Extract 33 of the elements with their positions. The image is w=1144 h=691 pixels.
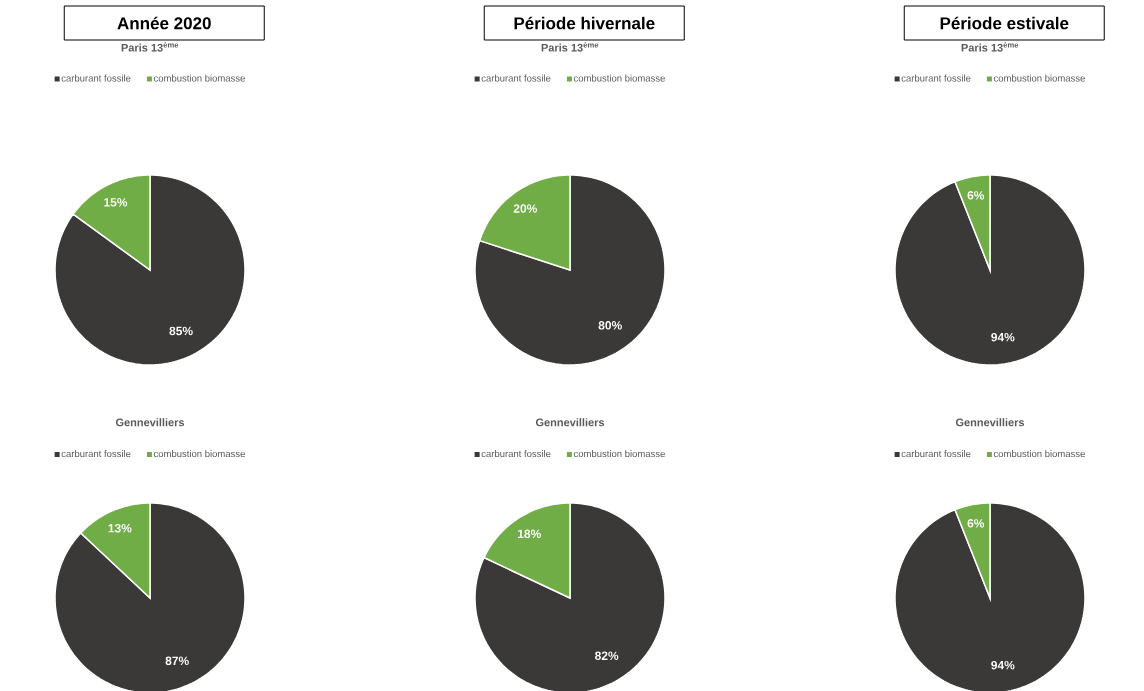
data-label: 6% <box>967 519 985 528</box>
legend-label: combustion biomasse <box>153 74 245 82</box>
data-label: 85% <box>169 326 193 336</box>
data-label: 82% <box>595 651 619 660</box>
legend-label: combustion biomasse <box>993 450 1085 458</box>
legend-label: carburant fossile <box>61 450 131 458</box>
legend-label: carburant fossile <box>901 450 971 458</box>
data-label: 94% <box>991 332 1015 342</box>
chart-title: Paris 13$^{ème}$ <box>541 41 599 52</box>
chart-title: Paris 13$^{ème}$ <box>961 41 1019 52</box>
legend-label: carburant fossile <box>61 74 131 82</box>
legend-label: combustion biomasse <box>993 74 1085 82</box>
data-label: 20% <box>513 204 538 213</box>
text: Période estivale <box>940 16 1069 30</box>
text: Période hivernale <box>514 16 655 30</box>
chart-title: Gennevilliers <box>535 418 605 427</box>
data-label: 6% <box>967 191 985 200</box>
data-label: 13% <box>108 523 132 533</box>
data-label: 15% <box>104 198 128 207</box>
legend-label: combustion biomasse <box>153 450 245 458</box>
legend-label: carburant fossile <box>901 74 971 82</box>
text: Année 2020 <box>117 16 211 30</box>
data-label: 18% <box>518 529 541 539</box>
legend-label: carburant fossile <box>481 450 551 458</box>
legend-label: combustion biomasse <box>573 74 665 82</box>
data-label: 87% <box>165 656 189 666</box>
data-label: 80% <box>598 321 622 330</box>
legend-label: combustion biomasse <box>573 450 665 458</box>
legend-label: carburant fossile <box>481 74 551 82</box>
data-label: 94% <box>991 660 1015 670</box>
chart-title: Gennevilliers <box>955 418 1025 427</box>
chart-title: Paris 13$^{ème}$ <box>121 41 179 52</box>
chart-title: Gennevilliers <box>115 418 185 427</box>
